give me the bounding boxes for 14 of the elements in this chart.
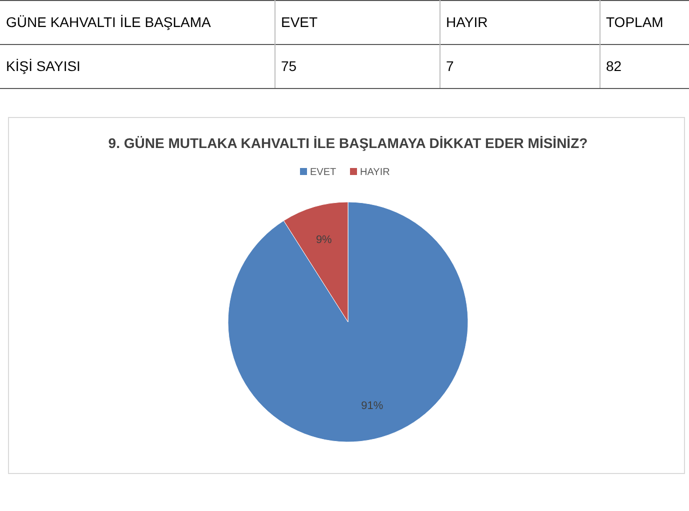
text: KİŞİ SAYISI <box>6 58 80 74</box>
text: EVET <box>281 14 318 30</box>
data-label: 91% <box>361 400 384 412</box>
text: GÜNE KAHVALTI İLE BAŞLAMA <box>6 14 212 30</box>
text: TOPLAM <box>606 14 664 30</box>
data-label: 9% <box>316 234 332 246</box>
legend-label: EVET <box>310 167 336 178</box>
text: 75 <box>281 58 297 74</box>
text: 7 <box>446 58 454 74</box>
chart-title: 9. GÜNE MUTLAKA KAHVALTI İLE BAŞLAMAYA DİKKAT EDER MİSİNİZ? <box>108 135 588 151</box>
text: HAYIR <box>446 14 488 30</box>
legend-label: HAYIR <box>360 167 390 178</box>
pie-slice <box>228 202 468 442</box>
text: 82 <box>606 58 622 74</box>
